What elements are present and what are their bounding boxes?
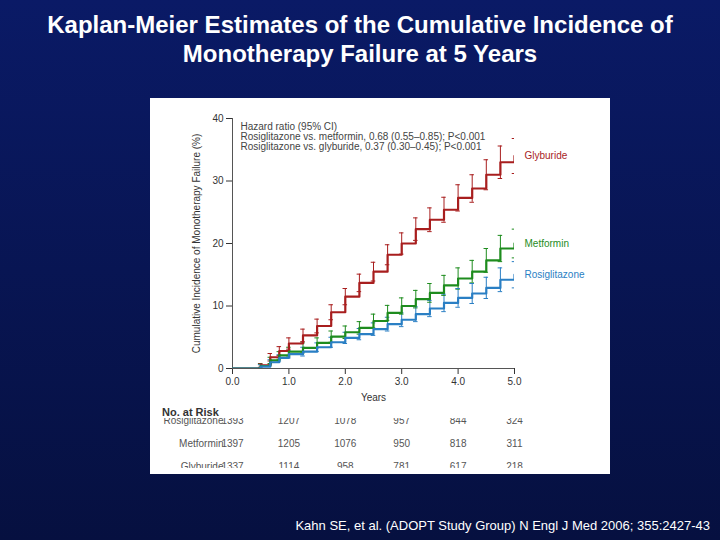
svg-text:1397: 1397 — [221, 438, 244, 449]
svg-text:10: 10 — [212, 300, 224, 311]
svg-text:1076: 1076 — [334, 438, 357, 449]
svg-text:958: 958 — [337, 461, 354, 468]
svg-text:40: 40 — [212, 113, 224, 124]
svg-text:Glyburide: Glyburide — [181, 461, 224, 468]
svg-text:5.0: 5.0 — [508, 376, 522, 387]
svg-text:2.0: 2.0 — [338, 376, 352, 387]
svg-text:1337: 1337 — [221, 461, 244, 468]
svg-text:1393: 1393 — [221, 418, 244, 426]
html-text:Kaplan-Meier Estimates of the: Kaplan-Meier Estimates of the Cumulative… — [47, 11, 673, 67]
svg-text:Cumulative Incidence of Monoth: Cumulative Incidence of Monotherapy Fail… — [191, 134, 202, 354]
svg-text:4.0: 4.0 — [451, 376, 465, 387]
svg-text:3.0: 3.0 — [395, 376, 409, 387]
svg-text:957: 957 — [393, 418, 410, 426]
svg-text:1205: 1205 — [278, 438, 301, 449]
svg-text:0.0: 0.0 — [226, 376, 240, 387]
svg-text:Glyburide: Glyburide — [525, 150, 568, 161]
svg-text:1114: 1114 — [279, 461, 300, 468]
svg-text:Hazard ratio (95% CI)Rosiglita: Hazard ratio (95% CI)Rosiglitazone vs. m… — [241, 121, 486, 152]
svg-text:844: 844 — [450, 418, 467, 426]
svg-text:Metformin: Metformin — [179, 438, 223, 449]
svg-text:617: 617 — [450, 461, 467, 468]
svg-text:Metformin: Metformin — [525, 238, 569, 249]
svg-text:950: 950 — [393, 438, 410, 449]
svg-text:1.0: 1.0 — [282, 376, 296, 387]
svg-text:20: 20 — [212, 238, 224, 249]
html-text:No. at Risk: No. at Risk — [162, 406, 219, 418]
svg-text:1078: 1078 — [334, 418, 357, 426]
svg-text:Rosiglitazone: Rosiglitazone — [525, 269, 585, 280]
svg-text:0: 0 — [218, 363, 224, 374]
svg-text:Rosiglitazone: Rosiglitazone — [163, 418, 223, 426]
svg-text:324: 324 — [506, 418, 523, 426]
svg-text:781: 781 — [393, 461, 410, 468]
svg-text:1207: 1207 — [278, 418, 301, 426]
svg-text:Years: Years — [361, 392, 386, 403]
svg-text:311: 311 — [507, 438, 523, 449]
html-text:Kahn SE, et al. (ADOPT Study G: Kahn SE, et al. (ADOPT Study Group) N En… — [295, 518, 710, 533]
svg-text:818: 818 — [450, 438, 467, 449]
svg-text:30: 30 — [212, 175, 224, 186]
svg-text:218: 218 — [506, 461, 523, 468]
